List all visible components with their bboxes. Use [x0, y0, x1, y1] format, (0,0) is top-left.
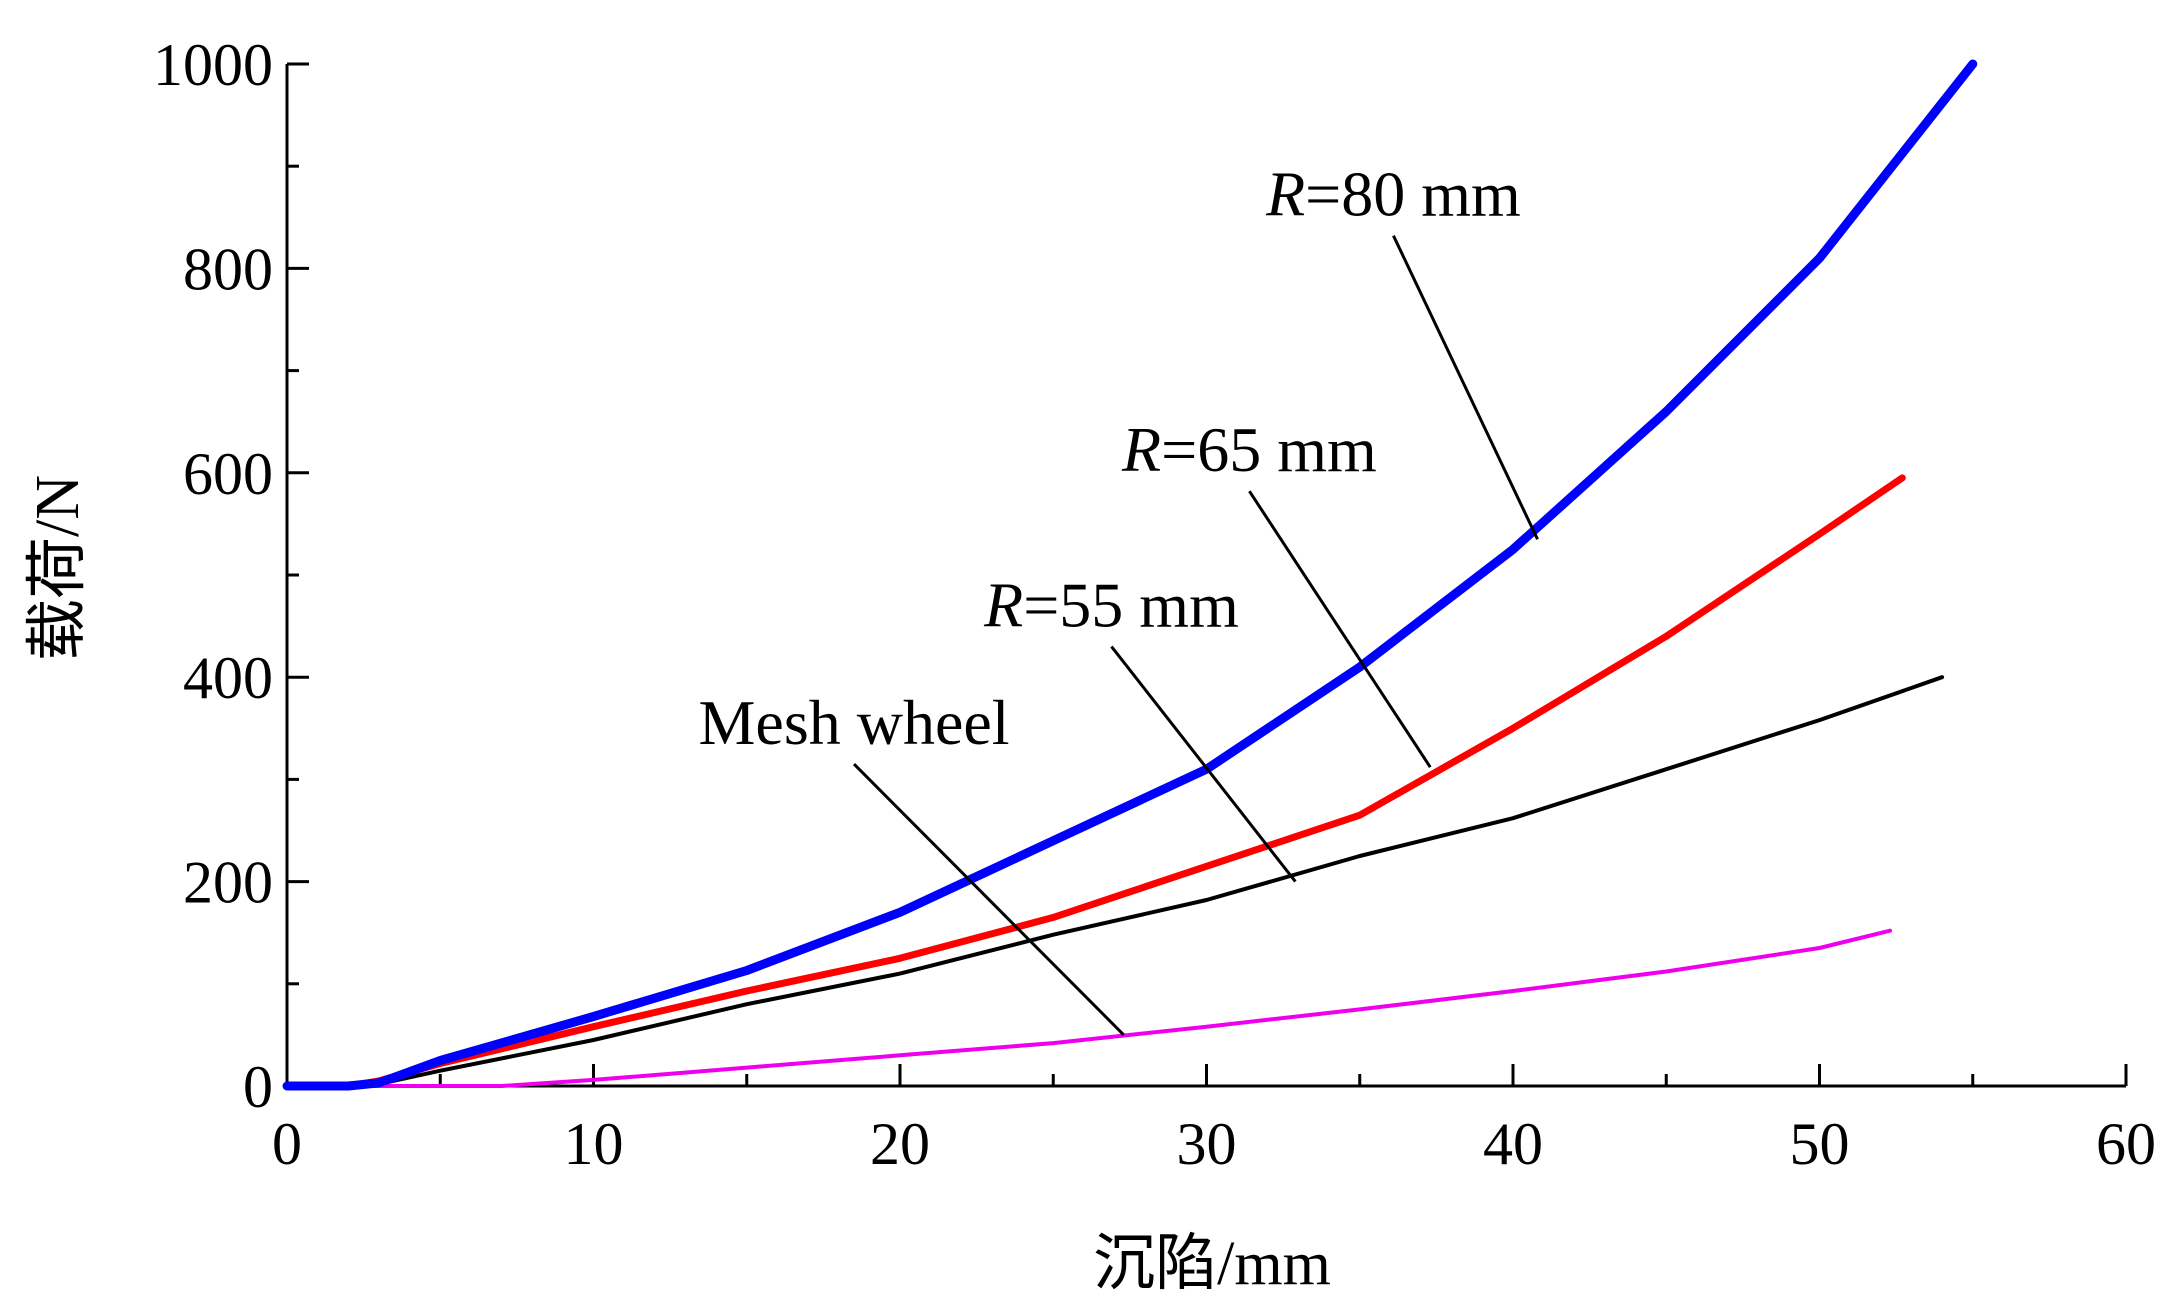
y-tick-label: 1000	[153, 32, 273, 98]
annotation-r-80-mm: R=80 mm	[1265, 159, 1521, 230]
x-tick-label: 10	[564, 1111, 624, 1177]
annotation-text: =80 mm	[1305, 159, 1521, 230]
x-tick-label: 60	[2096, 1111, 2156, 1177]
x-axis-title: 沉陷/mm	[1093, 1230, 1331, 1298]
leader-line-r-80-mm	[1392, 235, 1539, 540]
x-tick-label: 50	[1790, 1111, 1850, 1177]
y-tick-label: 400	[183, 645, 273, 711]
annotation-text: =65 mm	[1161, 414, 1377, 485]
annotation-text: =55 mm	[1023, 570, 1239, 641]
annotation-italic-r: R	[1121, 414, 1161, 485]
annotation-italic-r: R	[983, 570, 1023, 641]
x-tick-label: 0	[272, 1111, 302, 1177]
annotation-r-55-mm: R=55 mm	[983, 570, 1239, 641]
annotation-r-65-mm: R=65 mm	[1121, 414, 1377, 485]
x-tick-label: 20	[870, 1111, 930, 1177]
leader-line-mesh-wheel	[852, 763, 1125, 1036]
y-tick-label: 600	[183, 441, 273, 507]
series-line-r-80-mm	[282, 59, 1978, 1091]
y-tick-label: 800	[183, 236, 273, 302]
x-tick-label: 30	[1177, 1111, 1237, 1177]
y-tick-label: 0	[243, 1054, 273, 1120]
series-line-mesh-wheel	[285, 928, 1892, 1088]
annotation-italic-r: R	[1265, 159, 1305, 230]
annotation-mesh-wheel: Mesh wheel	[699, 687, 1010, 758]
annotation-text: Mesh wheel	[699, 687, 1010, 758]
leader-line-r-55-mm	[1110, 645, 1297, 883]
series-group	[282, 59, 1978, 1091]
y-axis-title: 载荷/N	[24, 475, 92, 661]
x-tick-label: 40	[1483, 1111, 1543, 1177]
y-tick-label: 200	[183, 850, 273, 916]
leader-line-r-65-mm	[1248, 490, 1432, 768]
